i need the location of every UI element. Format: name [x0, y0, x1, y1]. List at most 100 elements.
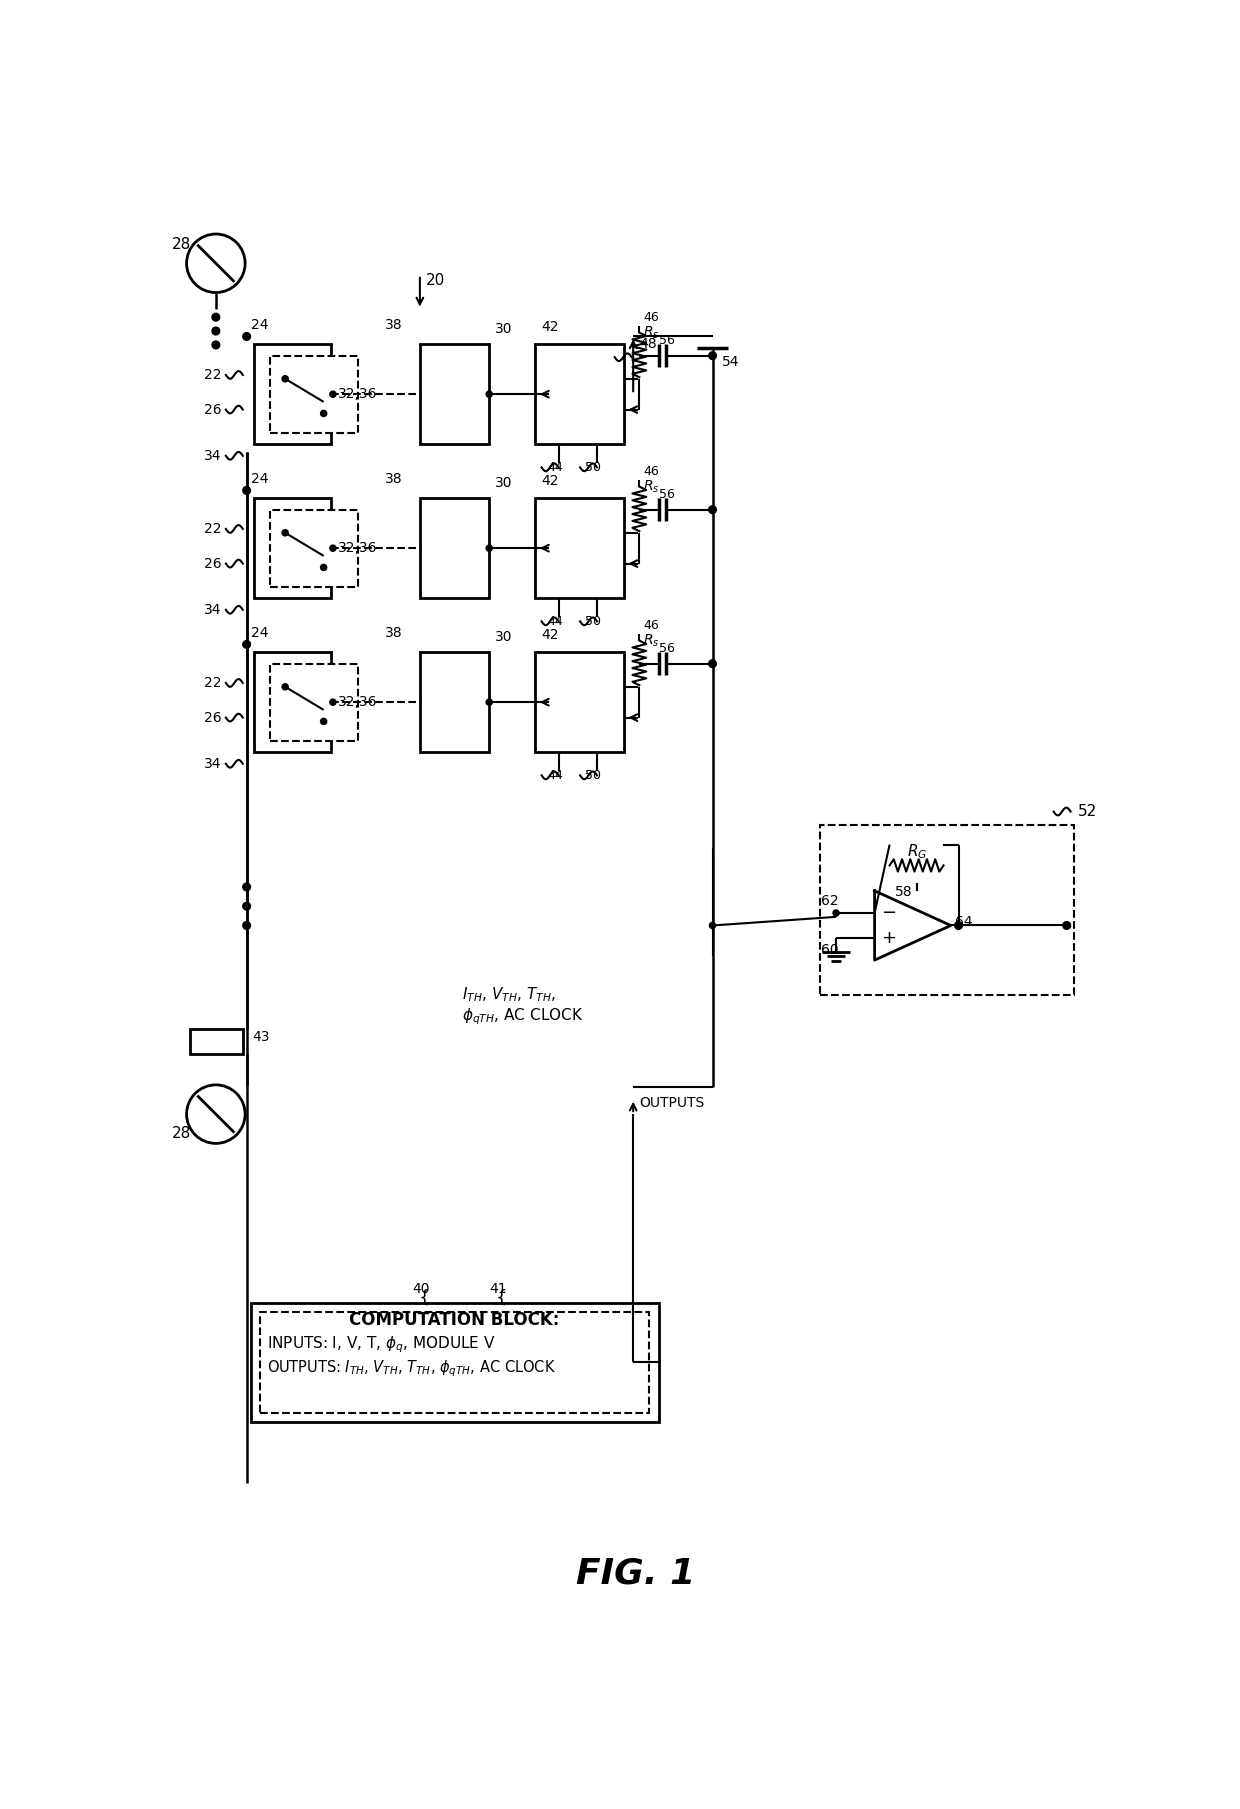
- Bar: [420, 344, 490, 445]
- Text: 34: 34: [205, 602, 222, 617]
- Text: 24: 24: [250, 472, 268, 487]
- Circle shape: [321, 411, 326, 416]
- Text: 34: 34: [205, 756, 222, 771]
- Circle shape: [212, 327, 219, 335]
- Text: 50: 50: [585, 461, 601, 474]
- Text: 43: 43: [252, 1029, 269, 1044]
- Bar: [270, 356, 358, 432]
- Circle shape: [486, 391, 492, 398]
- Bar: [254, 651, 331, 753]
- Text: OUTPUTS: OUTPUTS: [640, 1096, 704, 1109]
- Circle shape: [186, 233, 246, 293]
- Text: 22: 22: [205, 367, 222, 382]
- Text: 28: 28: [172, 1125, 191, 1141]
- Text: OUTPUTS: $I_{TH}$, $V_{TH}$, $T_{TH}$, $\phi_{qTH}$, AC CLOCK: OUTPUTS: $I_{TH}$, $V_{TH}$, $T_{TH}$, $…: [268, 1359, 557, 1378]
- Text: 20: 20: [427, 273, 445, 288]
- Text: 24: 24: [250, 318, 268, 331]
- Bar: [259, 1312, 650, 1413]
- Circle shape: [281, 376, 288, 382]
- Circle shape: [243, 883, 250, 890]
- Bar: [536, 344, 624, 445]
- Text: 52: 52: [1079, 803, 1097, 819]
- Text: 44: 44: [547, 769, 563, 781]
- Bar: [536, 651, 624, 753]
- Text: 34: 34: [205, 449, 222, 463]
- Bar: [270, 510, 358, 586]
- Bar: [420, 651, 490, 753]
- Text: 48: 48: [640, 336, 657, 351]
- Text: 30: 30: [495, 630, 513, 644]
- Circle shape: [330, 391, 336, 398]
- Circle shape: [955, 921, 962, 930]
- Circle shape: [212, 313, 219, 320]
- Text: $R_s$: $R_s$: [644, 633, 660, 649]
- Text: 32,36: 32,36: [337, 387, 377, 402]
- Circle shape: [708, 351, 717, 360]
- Text: +: +: [880, 930, 895, 946]
- Text: $I_{TH}$, $V_{TH}$, $T_{TH}$,: $I_{TH}$, $V_{TH}$, $T_{TH}$,: [463, 986, 557, 1004]
- Bar: [254, 344, 331, 445]
- Text: 41: 41: [490, 1283, 507, 1295]
- Text: 50: 50: [585, 615, 601, 628]
- Text: $R_s$: $R_s$: [644, 324, 660, 340]
- Text: 32,36: 32,36: [337, 695, 377, 709]
- Circle shape: [486, 698, 492, 706]
- Text: 46: 46: [644, 619, 658, 631]
- Text: 56: 56: [658, 488, 675, 501]
- Circle shape: [708, 660, 717, 668]
- Bar: [536, 497, 624, 599]
- Text: $R_G$: $R_G$: [908, 843, 928, 861]
- Text: 44: 44: [547, 615, 563, 628]
- Bar: [250, 1302, 658, 1422]
- Text: 22: 22: [205, 523, 222, 535]
- Text: 62: 62: [821, 894, 838, 908]
- Text: 26: 26: [205, 557, 222, 570]
- Circle shape: [833, 910, 839, 915]
- Text: {: {: [495, 1290, 507, 1308]
- Text: COMPUTATION BLOCK:: COMPUTATION BLOCK:: [350, 1312, 559, 1330]
- Text: 40: 40: [412, 1283, 430, 1295]
- Text: 60: 60: [821, 942, 838, 957]
- Text: 38: 38: [386, 626, 403, 640]
- Circle shape: [708, 507, 717, 514]
- Circle shape: [281, 530, 288, 535]
- Text: 56: 56: [658, 642, 675, 655]
- Text: 38: 38: [386, 318, 403, 331]
- Circle shape: [330, 698, 336, 706]
- Text: 56: 56: [658, 335, 675, 347]
- Text: 44: 44: [547, 461, 563, 474]
- Text: 46: 46: [644, 465, 658, 478]
- Text: 50: 50: [585, 769, 601, 781]
- Bar: [191, 1029, 243, 1055]
- Text: INPUTS: I, V, T, $\phi_q$, MODULE V: INPUTS: I, V, T, $\phi_q$, MODULE V: [268, 1335, 496, 1355]
- Text: 30: 30: [495, 476, 513, 490]
- Circle shape: [321, 564, 326, 570]
- Text: 42: 42: [542, 474, 559, 488]
- Bar: [821, 825, 1074, 995]
- Text: 42: 42: [542, 320, 559, 335]
- Text: −: −: [880, 904, 895, 923]
- Circle shape: [243, 903, 250, 910]
- Text: 38: 38: [386, 472, 403, 487]
- Text: 58: 58: [895, 885, 913, 899]
- Bar: [270, 664, 358, 740]
- Text: 28: 28: [172, 237, 191, 251]
- Text: 26: 26: [205, 711, 222, 725]
- Circle shape: [709, 923, 715, 928]
- Text: 42: 42: [542, 628, 559, 642]
- Bar: [420, 497, 490, 599]
- Circle shape: [186, 1085, 246, 1143]
- Text: 54: 54: [722, 355, 739, 369]
- Text: {: {: [418, 1290, 430, 1308]
- Bar: [254, 497, 331, 599]
- Circle shape: [243, 487, 250, 494]
- Text: 64: 64: [956, 915, 973, 928]
- Text: 32,36: 32,36: [337, 541, 377, 555]
- Text: $R_s$: $R_s$: [644, 478, 660, 496]
- Circle shape: [243, 333, 250, 340]
- Circle shape: [1063, 921, 1070, 930]
- Circle shape: [321, 718, 326, 725]
- Text: 30: 30: [495, 322, 513, 336]
- Circle shape: [243, 921, 250, 930]
- Text: 26: 26: [205, 403, 222, 416]
